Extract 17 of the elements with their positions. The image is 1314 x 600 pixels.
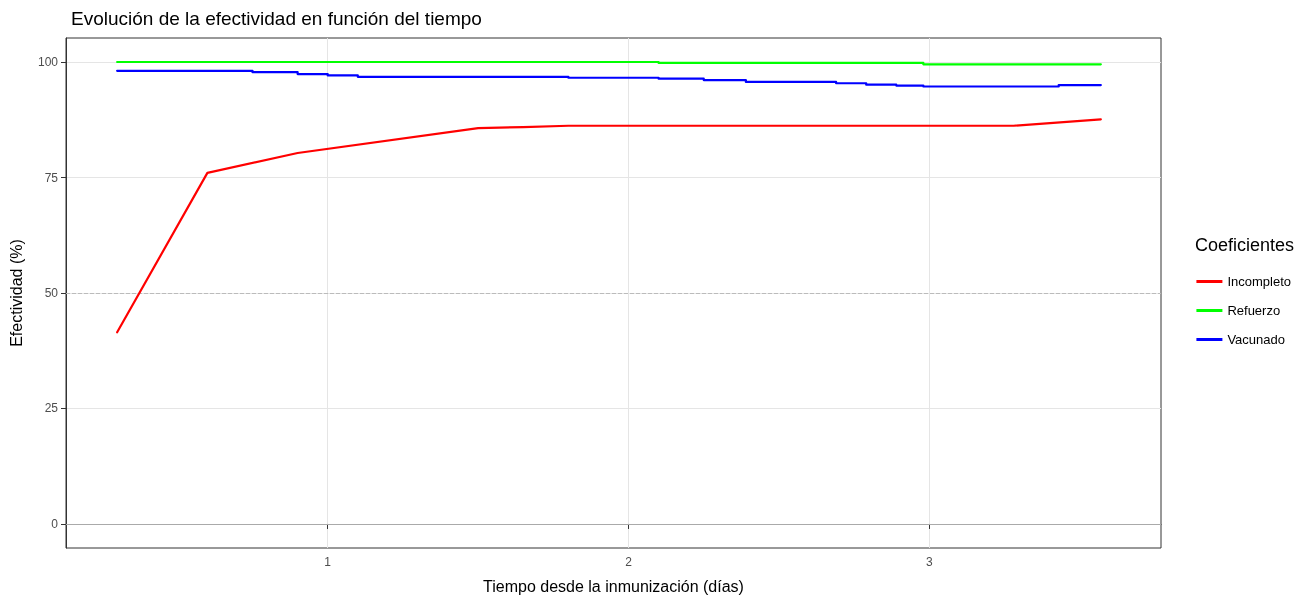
x-tick-label: 3 [926, 555, 934, 569]
chart-title: Evolución de la efectividad en función del tiempo [71, 8, 482, 29]
y-tick-label: 75 [44, 170, 59, 185]
x-axis-title: Tiempo desde la inmunización (días) [483, 577, 744, 595]
legend-label: Refuerzo [1227, 303, 1281, 318]
legend-label: Vacunado [1227, 332, 1285, 347]
y-tick-label: 50 [44, 286, 59, 300]
y-axis-title: Efectividad (%) [7, 239, 25, 347]
line-series [116, 69, 1102, 88]
y-tick-label: 100 [37, 55, 59, 70]
y-tick-label: 25 [44, 401, 59, 416]
x-tick-label: 2 [625, 555, 633, 569]
line-series [116, 118, 1102, 334]
legend-title: Coeficientes [1194, 235, 1295, 255]
y-tick-label: 0 [51, 516, 59, 531]
x-tick-label: 1 [324, 555, 332, 569]
legend-label: Incompleto [1227, 274, 1291, 289]
